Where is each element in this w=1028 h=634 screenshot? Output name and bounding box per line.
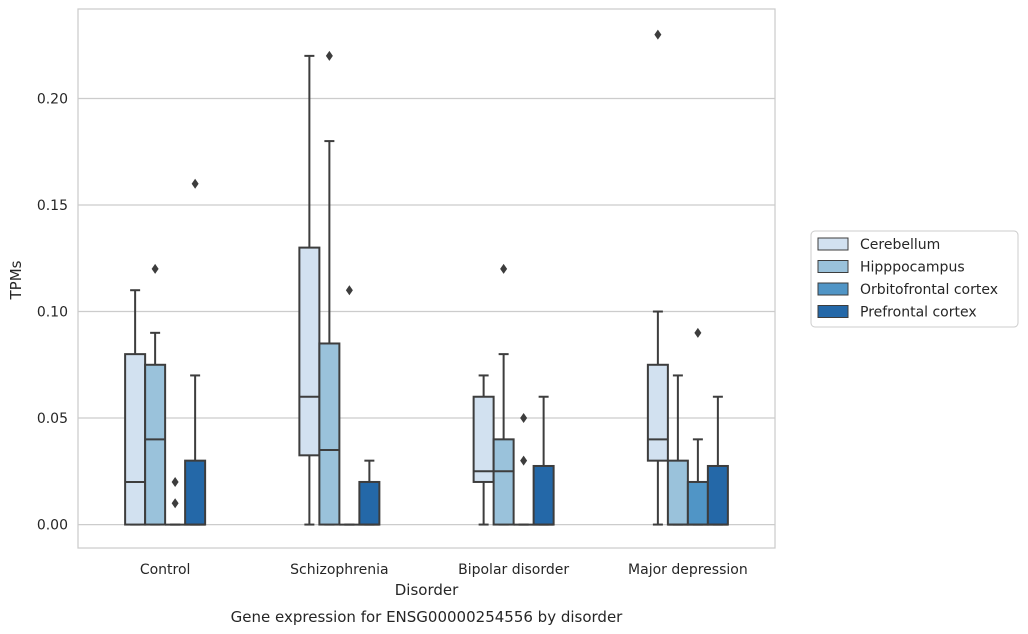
outlier-point — [654, 29, 662, 40]
box-body — [706, 464, 729, 526]
outlier-point — [694, 327, 702, 338]
box-prefrontal-cortex-0 — [184, 178, 207, 526]
box-body — [358, 480, 381, 526]
box-prefrontal-cortex-3 — [706, 395, 729, 526]
x-tick-label: Major depression — [628, 562, 748, 578]
legend-swatch — [817, 282, 849, 296]
y-tick-label: 0.15 — [37, 198, 68, 214]
box-orbitofrontal-cortex-0 — [165, 476, 186, 526]
box-hipppocampus-0 — [144, 263, 167, 526]
legend-swatch — [817, 305, 849, 318]
box-body — [318, 342, 341, 526]
box-prefrontal-cortex-2 — [532, 395, 555, 526]
chart-caption: Gene expression for ENSG00000254556 by d… — [231, 608, 624, 626]
box-body — [124, 353, 147, 526]
x-tick-label: Bipolar disorder — [458, 562, 569, 578]
x-tick-label: Control — [140, 562, 191, 578]
box-body — [144, 363, 167, 526]
y-tick-label: 0.05 — [37, 411, 68, 427]
box-cerebellum-3 — [646, 29, 669, 526]
outlier-point — [191, 178, 199, 189]
plot-frame — [77, 8, 776, 549]
y-tick-label: 0.10 — [37, 305, 68, 321]
outlier-point — [500, 263, 508, 274]
box-prefrontal-cortex-1 — [358, 459, 381, 526]
y-tick-label: 0.00 — [37, 518, 68, 534]
box-cerebellum-2 — [472, 374, 495, 526]
y-tick-label: 0.20 — [37, 91, 68, 107]
box-body — [184, 459, 207, 526]
x-axis-label: Disorder — [395, 581, 459, 599]
box-body — [686, 480, 709, 526]
legend-label: Hipppocampus — [860, 260, 965, 276]
x-tick-label: Schizophrenia — [290, 562, 388, 578]
box-body — [646, 363, 669, 462]
legend-swatch — [817, 237, 849, 251]
y-tick-labels: 0.00 0.05 0.10 0.15 0.20 — [37, 91, 68, 533]
outlier-point — [345, 285, 353, 296]
legend-swatch — [817, 260, 849, 273]
box-body — [492, 438, 515, 526]
legend-label: Orbitofrontal cortex — [860, 282, 998, 298]
outlier-point — [325, 50, 333, 61]
box-hipppocampus-2 — [492, 263, 515, 526]
box-orbitofrontal-cortex-1 — [339, 285, 360, 526]
box-orbitofrontal-cortex-2 — [513, 413, 534, 526]
outlier-point — [520, 455, 528, 466]
box-body — [666, 459, 689, 526]
legend-label: Prefrontal cortex — [860, 305, 977, 321]
outlier-point — [151, 263, 159, 274]
legend-frame — [810, 230, 1019, 328]
x-tick-labels: Control Schizophrenia Bipolar disorder Majo… — [140, 562, 748, 578]
box-body — [472, 395, 495, 483]
legend: Cerebellum Hipppocampus Orbitofrontal cort… — [810, 230, 1019, 328]
legend-label: Cerebellum — [860, 237, 940, 253]
outlier-point — [520, 413, 528, 424]
box-hipppocampus-1 — [318, 50, 341, 526]
outlier-point — [171, 498, 179, 509]
box-series — [124, 29, 729, 526]
outlier-point — [171, 476, 179, 487]
box-body — [298, 246, 321, 457]
box-body — [532, 464, 555, 526]
y-axis-label: TPMs — [7, 260, 25, 300]
box-cerebellum-1 — [298, 54, 321, 526]
